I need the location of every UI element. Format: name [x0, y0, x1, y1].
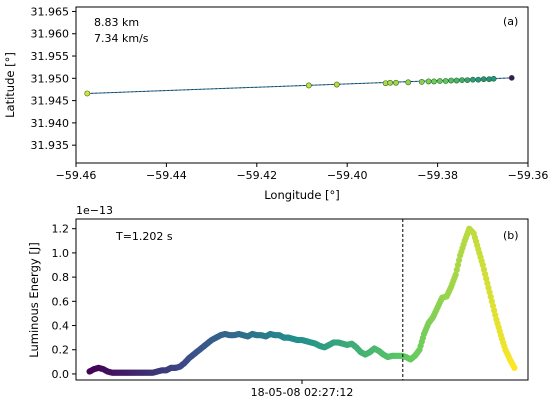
track-point	[305, 82, 312, 89]
panel-b-x-ticks: 18-05-08 02:27:12	[251, 380, 354, 399]
track-point	[490, 75, 497, 82]
y-tick-label: 0.8	[52, 271, 70, 284]
panel-a-y-ticks: 31.935 31.940 31.945 31.950 31.955 31.960 31.9…	[31, 5, 76, 152]
panel-a: −59.46 −59.44 −59.42 −59.40 −59.38 −59.36 31.…	[3, 5, 548, 202]
x-tick-label: −59.42	[236, 169, 277, 182]
panel-b-frame	[75, 218, 529, 381]
energy-line	[89, 227, 515, 374]
x-axis-label-a: Longitude [°]	[264, 188, 340, 202]
x-tick-label: −59.38	[417, 169, 458, 182]
y-tick-label: 0.4	[52, 320, 70, 333]
track-point	[464, 77, 471, 83]
y-tick-label: 31.935	[31, 139, 70, 152]
y-tick-label: 31.945	[31, 95, 70, 108]
y-tick-label: 0.2	[52, 344, 70, 357]
track-point	[448, 77, 455, 84]
panel-b-y-ticks: 0.0 0.2 0.4 0.6 0.8 1.0 1.2	[52, 223, 76, 381]
energy-point	[454, 261, 462, 269]
y-tick-label: 1.2	[52, 223, 70, 236]
panel-a-x-ticks: −59.46 −59.44 −59.42 −59.40 −59.38 −59.36	[56, 163, 549, 182]
track-point	[405, 79, 412, 86]
y-tick-label: 31.950	[31, 72, 70, 85]
track-point	[333, 81, 340, 88]
panel-b: 0.00.20.40.60.81.01.2 18-05-08 02:27:12 …	[27, 204, 529, 399]
y-tick-label: 31.965	[31, 5, 70, 18]
track-point	[436, 78, 443, 84]
speed-annotation: 7.34 km/s	[94, 32, 149, 45]
y-scale-label-b: 1e−13	[76, 204, 113, 217]
y-tick-label: 0.6	[52, 295, 70, 308]
track-point	[459, 77, 465, 83]
panel-b-label: (b)	[503, 229, 519, 242]
energy-point	[452, 271, 459, 278]
x-tick-label: 18-05-08 02:27:12	[251, 386, 354, 399]
duration-annotation: T=1.202 s	[115, 230, 173, 243]
track-point	[469, 76, 476, 83]
x-tick-label: −59.40	[327, 169, 368, 182]
x-tick-label: −59.44	[146, 169, 187, 182]
track-dashed-line	[87, 77, 513, 94]
track-point	[387, 79, 394, 86]
y-tick-label: 31.960	[31, 28, 70, 41]
panel-a-frame	[75, 6, 529, 164]
track-point	[442, 78, 449, 84]
energy-point	[511, 364, 518, 371]
track-point	[425, 78, 432, 85]
track-point	[84, 90, 91, 97]
distance-annotation: 8.83 km	[94, 16, 139, 29]
panel-b-data	[86, 219, 518, 380]
y-tick-label: 0.0	[52, 368, 70, 381]
track-point	[508, 74, 515, 81]
y-tick-label: 31.955	[31, 50, 70, 63]
track-point	[453, 77, 460, 84]
energy-point	[455, 257, 463, 264]
energy-point	[453, 266, 460, 273]
track-point	[418, 78, 425, 85]
track-point	[431, 78, 437, 85]
x-tick-label: −59.36	[508, 169, 549, 182]
panel-a-data	[84, 74, 515, 97]
track-point	[480, 76, 487, 83]
track-point	[475, 76, 482, 83]
y-axis-label-a: Latitude [°]	[3, 52, 17, 118]
y-tick-label: 1.0	[52, 247, 70, 260]
y-tick-label: 31.940	[31, 117, 70, 130]
x-tick-label: −59.46	[56, 169, 97, 182]
panel-a-label: (a)	[503, 15, 518, 28]
track-point	[393, 79, 399, 86]
y-axis-label-b: Luminous Energy [J]	[27, 242, 41, 357]
